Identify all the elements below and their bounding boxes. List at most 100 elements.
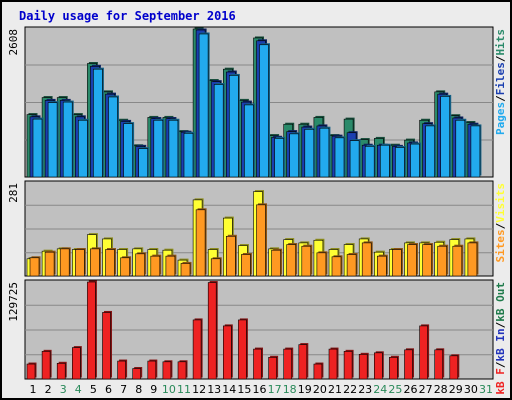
bar-pages-day-9 <box>153 118 165 178</box>
x-tick-label: 21 <box>328 383 342 396</box>
bar-pages-day-25 <box>395 145 406 178</box>
bar-pages-day-15 <box>244 103 255 178</box>
bar-sites-day-30 <box>467 241 479 277</box>
bar-pages-day-16 <box>259 43 270 178</box>
y-max-label: 281 <box>7 183 20 203</box>
x-tick-label: 10 <box>162 383 176 396</box>
bar-sites-day-7 <box>120 256 132 277</box>
series-kb_f <box>26 280 460 380</box>
x-tick-label: 13 <box>207 383 221 396</box>
bar-kb_f-day-11 <box>177 360 188 380</box>
bar-pages-day-11 <box>183 131 195 178</box>
bar-kb_f-day-1 <box>26 362 37 380</box>
bar-kb_f-day-8 <box>132 367 143 380</box>
bar-kb_f-day-14 <box>223 324 233 380</box>
legend-kbytes: kB F/kB In/kB Out <box>494 282 507 395</box>
legend-entry: / <box>494 55 507 62</box>
x-tick-label: 6 <box>105 383 112 396</box>
bar-kb_f-day-15 <box>238 318 248 380</box>
x-tick-label: 3 <box>60 383 67 396</box>
legend-entry: Hits <box>494 29 507 56</box>
bar-pages-day-30 <box>470 124 482 178</box>
bar-sites-day-5 <box>90 247 101 277</box>
x-tick-label: 25 <box>388 383 402 396</box>
bar-kb_f-day-29 <box>449 354 460 380</box>
bar-sites-day-8 <box>135 252 147 277</box>
x-tick-label: 26 <box>404 383 418 396</box>
bar-sites-day-25 <box>392 248 403 277</box>
legend-entry: Visits <box>494 183 507 223</box>
legend-entry: kB Out <box>494 282 507 322</box>
bar-kb_f-day-26 <box>404 348 414 380</box>
bar-pages-day-12 <box>198 32 210 178</box>
bar-pages-day-1 <box>32 117 44 178</box>
bar-kb_f-day-28 <box>434 348 445 380</box>
legend-entry: Files <box>494 62 507 95</box>
bar-pages-day-6 <box>108 95 119 178</box>
bar-sites-day-26 <box>407 243 418 277</box>
x-tick-label: 24 <box>373 383 387 396</box>
bar-kb_f-day-20 <box>313 362 324 380</box>
x-tick-label: 16 <box>253 383 267 396</box>
legend-entry: Sites <box>494 229 507 262</box>
x-tick-label: 27 <box>419 383 433 396</box>
bar-pages-day-13 <box>213 83 225 178</box>
bar-pages-day-18 <box>289 132 301 178</box>
bar-pages-day-26 <box>410 142 421 178</box>
bar-kb_f-day-3 <box>56 361 67 380</box>
bar-kb_f-day-2 <box>41 349 52 380</box>
bar-sites-day-27 <box>422 243 434 277</box>
bar-kb_f-day-19 <box>298 343 309 380</box>
bar-pages-day-8 <box>138 147 150 178</box>
bar-kb_f-day-24 <box>373 351 384 380</box>
x-tick-label: 23 <box>358 383 372 396</box>
bar-pages-day-7 <box>123 122 135 178</box>
chart-title: Daily usage for September 2016 <box>19 9 236 23</box>
bar-pages-day-2 <box>47 101 59 178</box>
bar-sites-day-21 <box>331 255 343 277</box>
bar-pages-day-20 <box>319 126 331 178</box>
bar-kb_f-day-23 <box>358 352 369 380</box>
panel-visitors: 281 Sites/Visits <box>7 180 507 277</box>
bar-kb_f-day-21 <box>328 347 339 380</box>
y-max-label: 129725 <box>7 282 20 322</box>
x-tick-label: 7 <box>120 383 127 396</box>
x-tick-label: 12 <box>192 383 206 396</box>
bar-kb_f-day-4 <box>72 346 82 380</box>
bar-sites-day-24 <box>376 254 388 277</box>
bar-kb_f-day-25 <box>389 355 399 380</box>
legend-requests: Pages/Files/Hits <box>494 29 507 135</box>
bar-sites-day-11 <box>180 261 192 277</box>
x-tick-label: 4 <box>75 383 82 396</box>
bar-kb_f-day-16 <box>253 347 263 380</box>
bar-sites-day-10 <box>165 254 177 277</box>
bar-kb_f-day-27 <box>419 324 430 380</box>
bar-pages-day-19 <box>304 127 316 178</box>
y-max-label: 2608 <box>7 29 20 56</box>
bar-sites-day-28 <box>437 244 449 277</box>
x-tick-label: 11 <box>177 383 191 396</box>
legend-entry: Pages <box>494 102 507 135</box>
x-tick-label: 22 <box>343 383 357 396</box>
x-tick-label: 28 <box>434 383 448 396</box>
legend-entry: kB F <box>494 368 507 395</box>
bar-sites-day-12 <box>195 208 207 277</box>
bar-sites-day-1 <box>29 256 41 277</box>
bar-pages-day-4 <box>78 118 89 178</box>
bar-sites-day-14 <box>226 234 237 277</box>
x-axis-labels: 1 2 3 4 5 6 7 8 9 10 11 12 13 14 15 16 17 18 19 20 21 22 23 24 2… <box>30 383 494 396</box>
bar-pages-day-5 <box>93 67 104 178</box>
bar-pages-day-27 <box>425 124 437 178</box>
legend-entry: / <box>494 361 507 368</box>
bar-pages-day-23 <box>364 144 376 178</box>
bar-kb_f-day-17 <box>268 355 279 380</box>
chart-panels: 2608Pages/Files/Hits281Sites/Visits12972… <box>7 26 507 395</box>
bar-kb_f-day-6 <box>102 310 112 380</box>
bar-sites-day-29 <box>452 244 464 277</box>
x-tick-label: 8 <box>135 383 142 396</box>
x-tick-label: 1 <box>30 383 37 396</box>
bar-kb_f-day-22 <box>343 349 354 380</box>
bar-kb_f-day-7 <box>117 359 128 380</box>
bar-pages-day-22 <box>349 139 361 178</box>
